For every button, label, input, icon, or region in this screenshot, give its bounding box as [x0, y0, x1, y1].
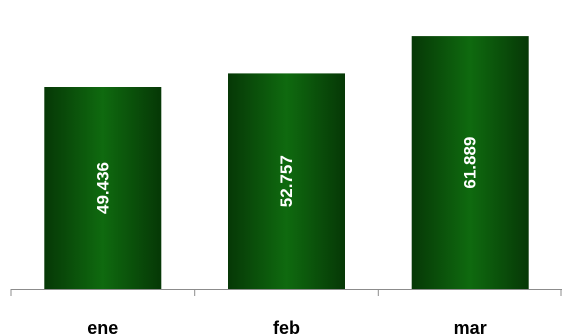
data-label-mar: 61.889 — [461, 137, 480, 189]
tick-label-mar: mar — [454, 318, 487, 335]
x-axis-tick-labels: ene feb mar — [87, 318, 486, 335]
data-label-feb: 52.757 — [277, 155, 296, 207]
x-axis-ticks — [10, 289, 562, 296]
bar-ene — [44, 87, 162, 289]
data-label-ene: 49.436 — [93, 162, 112, 214]
tick-label-feb: feb — [273, 318, 300, 335]
bar-mar — [411, 36, 529, 289]
tick-label-ene: ene — [87, 318, 118, 335]
bar-feb — [228, 73, 345, 290]
bars-group: 49.436 52.757 61.889 — [44, 36, 529, 290]
